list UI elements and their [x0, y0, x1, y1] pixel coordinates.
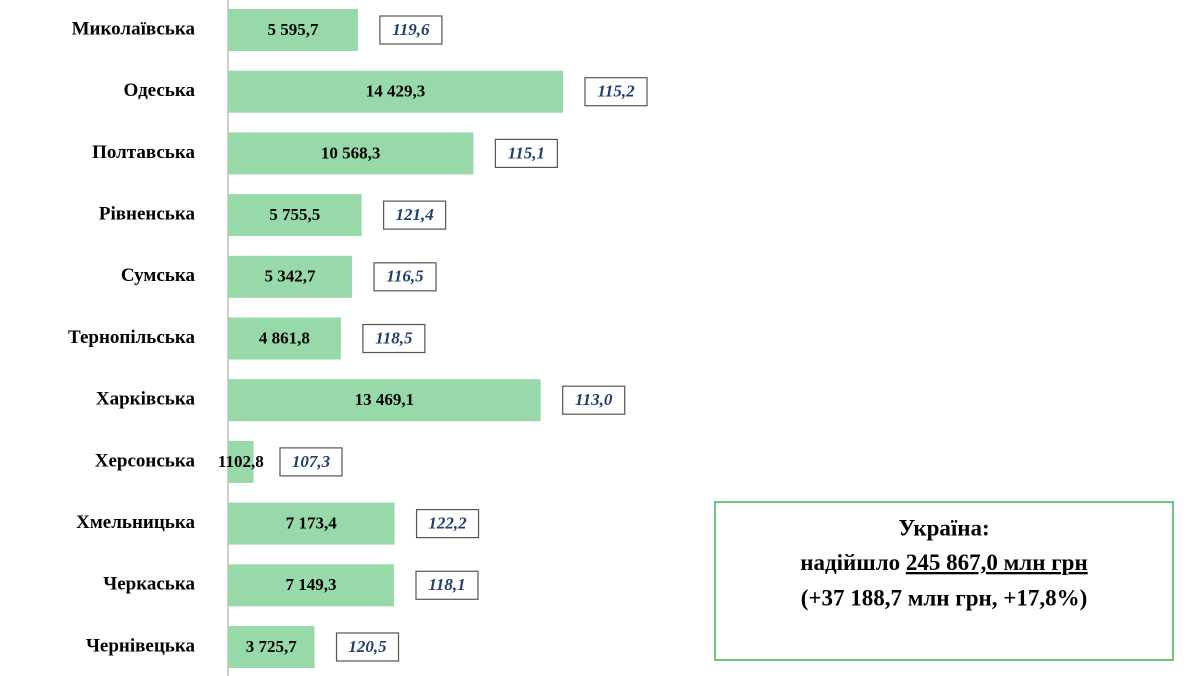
category-label: Полтавська	[92, 142, 195, 163]
index-label: 122,2	[428, 514, 467, 533]
category-label: Одеська	[124, 80, 196, 101]
value-label: 13 469,1	[355, 390, 415, 409]
value-label: 1102,8	[218, 452, 264, 471]
index-box	[383, 200, 447, 230]
index-label: 115,1	[508, 143, 545, 162]
value-label: 5 595,7	[267, 20, 319, 39]
bar	[228, 564, 394, 607]
index-box	[279, 447, 343, 477]
index-label: 115,2	[597, 82, 635, 101]
value-label: 7 173,4	[286, 514, 338, 533]
index-label: 116,5	[386, 267, 424, 286]
category-label: Чернівецька	[86, 635, 196, 656]
index-box	[373, 262, 437, 292]
category-label: Черкаська	[103, 574, 195, 595]
category-label: Хмельницька	[76, 512, 195, 533]
summary-prefix: надійшло	[800, 550, 900, 575]
index-label: 118,1	[428, 575, 465, 594]
category-label: Рівненська	[99, 203, 196, 224]
value-label: 10 568,3	[321, 143, 381, 162]
category-label: Миколаївська	[72, 18, 196, 39]
index-box	[362, 323, 426, 354]
bar	[228, 194, 362, 237]
category-label: Тернопільська	[68, 327, 195, 348]
bar	[228, 255, 353, 298]
bar	[228, 9, 358, 51]
value-label: 5 342,7	[265, 267, 317, 286]
index-box	[379, 15, 443, 45]
index-box	[494, 138, 558, 168]
value-label: 14 429,3	[366, 82, 426, 101]
value-label: 7 149,3	[285, 575, 336, 594]
bar	[228, 502, 395, 545]
value-label: 3 725,7	[246, 637, 298, 656]
summary-change: (+37 188,7 млн грн, +17,8%)	[801, 585, 1088, 610]
summary-amount: 245 867,0 млн грн	[906, 550, 1088, 575]
bar	[228, 70, 563, 113]
category-label: Херсонська	[95, 450, 196, 471]
index-box	[584, 77, 648, 107]
bar	[228, 317, 341, 360]
category-label: Харківська	[96, 389, 196, 410]
bar	[228, 440, 254, 483]
summary-line: надійшло 245 867,0 млн грн	[800, 550, 1087, 575]
index-label: 119,6	[392, 20, 430, 39]
index-label: 107,3	[292, 452, 331, 471]
bar	[228, 132, 474, 175]
index-box	[415, 509, 480, 539]
summary-box	[714, 501, 1174, 661]
index-box	[335, 632, 400, 662]
category-label: Сумська	[121, 265, 196, 286]
index-box	[415, 570, 479, 600]
index-box	[562, 385, 626, 415]
value-label: 4 861,8	[259, 328, 310, 347]
index-label: 113,0	[575, 390, 613, 409]
bar	[228, 626, 315, 668]
index-label: 120,5	[348, 637, 387, 656]
index-label: 118,5	[375, 328, 413, 347]
summary-title: Україна:	[898, 515, 989, 540]
bar	[228, 379, 541, 422]
value-label: 5 755,5	[269, 205, 320, 224]
index-label: 121,4	[395, 205, 433, 224]
